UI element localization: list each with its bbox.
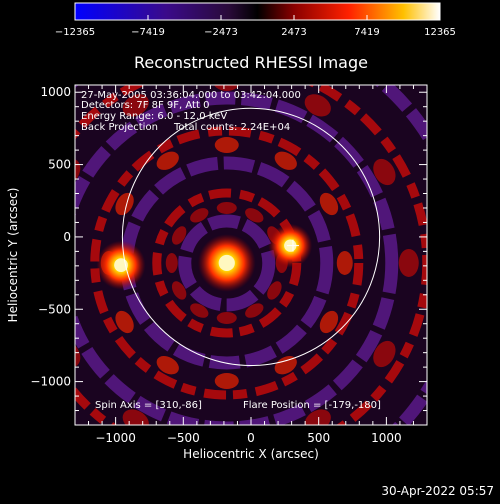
ripple-lobe <box>267 281 282 300</box>
source-core <box>218 254 235 272</box>
info-text: 27-May-2005 03:36:04.000 to 03:42:04.000… <box>81 90 301 133</box>
ripple-lobe <box>336 250 353 275</box>
ripple-lobe <box>245 303 264 318</box>
ripple-lobe <box>319 310 339 334</box>
ripple-lobe <box>373 340 396 368</box>
ripple-ring <box>178 214 276 312</box>
y-tick-label: −1000 <box>30 375 71 389</box>
ripple-lobe <box>35 249 55 277</box>
colorbar-tick-label: −7419 <box>131 27 165 38</box>
ripple-lobe <box>216 311 237 324</box>
colorbar-tick-label: 2473 <box>281 27 306 38</box>
x-tick-label: 0 <box>247 431 255 445</box>
y-tick-label: 1000 <box>40 85 71 99</box>
x-axis-label: Heliocentric X (arcsec) <box>183 447 319 461</box>
x-tick-label: −500 <box>167 431 200 445</box>
colorbar-tick-label: 12365 <box>424 27 456 38</box>
ripple-lobe <box>212 85 241 91</box>
axes: −1000 −500 0 500 1000 1000 500 0 −500 −1000 <box>30 85 427 445</box>
y-axis-label: Heliocentric Y (arcsec) <box>6 188 20 323</box>
ripple-lobe <box>190 303 209 318</box>
ripple-lobe <box>319 192 339 216</box>
timestamp: 30-Apr-2022 05:57 <box>381 484 494 498</box>
ripple-lobe <box>274 151 297 170</box>
ripple-lobe <box>171 281 187 300</box>
ripple-lobe <box>214 136 239 153</box>
ripple-lobe <box>190 208 209 223</box>
x-tick-label: −1000 <box>95 431 136 445</box>
info-line: Back Projection <box>81 122 158 133</box>
x-tick-label: 500 <box>307 431 330 445</box>
colorbar <box>74 2 441 21</box>
info-line: Detectors: 7F 8F 9F, Att 0 <box>81 100 209 111</box>
ripple-lobe <box>398 248 419 277</box>
ripple-lobe <box>115 310 134 334</box>
y-tick-label: −500 <box>38 302 71 316</box>
ripple-lobe <box>156 151 179 170</box>
ripple-ring <box>75 91 399 425</box>
x-tick-label: 1000 <box>371 431 402 445</box>
ripple-lobe <box>304 94 331 117</box>
ripple-lobe <box>216 201 237 214</box>
solar-limb-circle <box>121 107 381 367</box>
ripple-lobe <box>156 355 179 375</box>
flare-cross-marker <box>286 239 299 252</box>
colorbar-ticks: −12365 −7419 −2473 2473 7419 12365 <box>55 15 456 38</box>
ripple-lobe <box>122 409 149 425</box>
colorbar-tick-label: −12365 <box>55 27 95 38</box>
y-tick-label: 0 <box>63 230 71 244</box>
ripple-lobe <box>245 208 264 223</box>
info-line: Energy Range: 6.0 - 12.0 keV <box>81 111 227 122</box>
colorbar-tick-label: −2473 <box>204 27 238 38</box>
colorbar-tick-label: 7419 <box>354 27 379 38</box>
ripple-lobe <box>373 158 396 186</box>
ripple-lobe <box>115 192 134 216</box>
ripple-lobe <box>122 94 149 117</box>
ripple-lobe <box>304 409 331 425</box>
spin-axis-text: Spin Axis = [310,-86] <box>95 400 202 411</box>
ripple-lobe <box>165 252 178 273</box>
info-line: 27-May-2005 03:36:04.000 to 03:42:04.000 <box>81 90 301 101</box>
ripple-ring <box>90 126 364 400</box>
ripple-lobe <box>214 372 239 389</box>
info-line: Total counts: 2.24E+04 <box>173 122 290 133</box>
y-tick-label: 500 <box>48 158 71 172</box>
flare-position-text: Flare Position = [-179,-180] <box>243 400 381 411</box>
ripple-lobe <box>171 226 187 245</box>
ripple-lobe <box>274 355 297 375</box>
chart-title: Reconstructed RHESSI Image <box>134 53 368 72</box>
